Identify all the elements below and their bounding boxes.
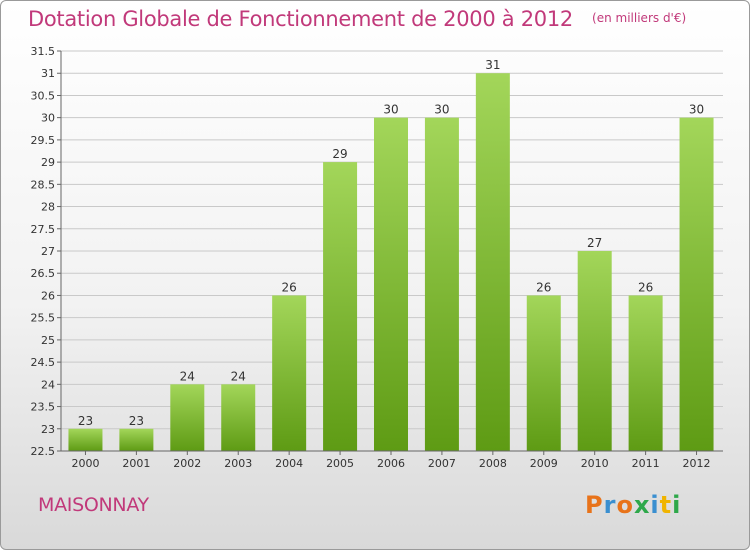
bar-value-label: 24	[231, 369, 246, 383]
y-tick-label: 29	[41, 156, 55, 169]
bar-value-label: 30	[434, 103, 449, 117]
title-line: Dotation Globale de Fonctionnement de 20…	[28, 7, 686, 31]
bar	[475, 73, 510, 451]
x-tick-label: 2003	[224, 457, 252, 470]
bar	[424, 117, 459, 452]
bar-value-label: 29	[332, 147, 347, 161]
bar	[68, 428, 103, 451]
y-tick-label: 23	[41, 423, 55, 436]
bar-value-label: 23	[78, 414, 93, 428]
logo-letter: t	[659, 491, 673, 519]
bar-value-label: 26	[638, 280, 653, 294]
x-tick-label: 2006	[377, 457, 405, 470]
x-tick-label: 2012	[683, 457, 711, 470]
y-tick-label: 24	[41, 378, 55, 391]
bar	[323, 162, 358, 451]
bar-value-label: 31	[485, 58, 500, 72]
y-tick-label: 28.5	[31, 178, 56, 191]
y-tick-label: 22.5	[31, 445, 56, 458]
x-tick-label: 2005	[326, 457, 354, 470]
y-tick-label: 28	[41, 201, 55, 214]
y-tick-label: 27.5	[31, 223, 56, 236]
bar-value-label: 26	[536, 280, 551, 294]
bar	[119, 428, 154, 451]
bar	[526, 295, 561, 451]
chart-unit: (en milliers d'€)	[592, 11, 687, 25]
y-tick-label: 26.5	[31, 267, 56, 280]
commune-name: MAISONNAY	[38, 494, 149, 516]
y-tick-label: 31	[41, 67, 55, 80]
y-tick-label: 25	[41, 334, 55, 347]
y-tick-label: 26	[41, 289, 55, 302]
y-tick-label: 25.5	[31, 312, 56, 325]
x-tick-label: 2000	[71, 457, 99, 470]
y-tick-label: 27	[41, 245, 55, 258]
bar	[628, 295, 663, 451]
x-tick-label: 2007	[428, 457, 456, 470]
logo-letter: i	[672, 491, 682, 519]
logo-letter: o	[616, 491, 634, 519]
x-tick-label: 2001	[122, 457, 150, 470]
logo-letter: i	[650, 491, 660, 519]
bar	[221, 384, 256, 451]
bar-value-label: 26	[282, 280, 297, 294]
logo-letter: x	[633, 491, 651, 519]
bar	[374, 117, 408, 452]
chart-title: Dotation Globale de Fonctionnement de 20…	[28, 7, 573, 31]
x-tick-label: 2009	[530, 457, 558, 470]
bar-value-label: 24	[180, 369, 195, 383]
bar-value-label: 30	[383, 103, 398, 117]
logo-letter: P	[585, 491, 604, 519]
bar-value-label: 23	[129, 414, 144, 428]
x-tick-label: 2002	[173, 457, 201, 470]
bar	[577, 251, 612, 451]
proxiti-logo: Proxiti	[585, 491, 681, 519]
logo-letter: r	[603, 491, 617, 519]
bar-layer: 23 23 24 24 26 29 30 30 31 26 27 26 30	[68, 58, 714, 452]
axis-layer: 22.5 23 23.5 24 24.5 25 25.5 26 26.5 27 27.5 28 28.5…	[31, 45, 723, 470]
y-tick-label: 23.5	[31, 401, 56, 414]
y-tick-label: 30.5	[31, 89, 56, 102]
bar	[679, 117, 714, 452]
x-tick-label: 2011	[632, 457, 660, 470]
x-tick-label: 2010	[581, 457, 609, 470]
bar	[170, 384, 205, 451]
x-tick-label: 2008	[479, 457, 507, 470]
y-tick-label: 30	[41, 112, 55, 125]
bar	[272, 295, 307, 451]
x-tick-label: 2004	[275, 457, 303, 470]
y-tick-label: 29.5	[31, 134, 56, 147]
y-tick-label: 24.5	[31, 356, 56, 369]
bar-value-label: 27	[587, 236, 602, 250]
bar-value-label: 30	[689, 103, 704, 117]
y-tick-label: 31.5	[31, 45, 56, 58]
